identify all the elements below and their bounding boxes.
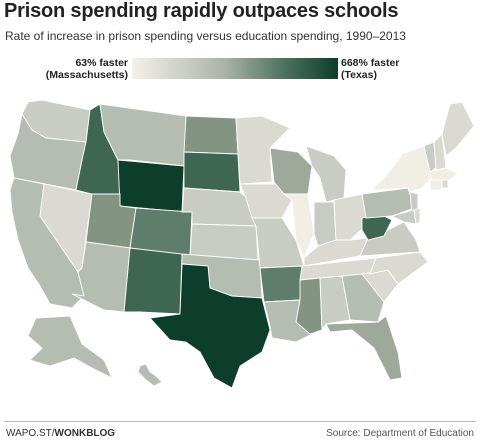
state-minnesota [235, 115, 291, 185]
state-hawaii [137, 363, 163, 387]
state-kansas [189, 223, 259, 261]
state-delaware [413, 207, 421, 225]
state-ohio [333, 193, 369, 241]
state-north-dakota [183, 115, 239, 155]
footer-credit: Source: Department of Education [326, 428, 474, 439]
state-michigan [305, 145, 347, 203]
footer-divider [4, 421, 476, 422]
state-rhode-island [441, 179, 449, 189]
footer-prefix: WAPO.ST/ [6, 428, 55, 439]
state-massachusetts [429, 167, 459, 181]
state-mississippi [295, 277, 323, 335]
state-texas [149, 263, 271, 389]
legend-color-scale [132, 58, 338, 79]
chart-subtitle: Rate of increase in prison spending vers… [5, 29, 406, 43]
state-maine [441, 101, 475, 157]
state-arkansas [259, 265, 303, 303]
state-pennsylvania [361, 187, 415, 219]
state-wyoming [117, 159, 185, 213]
us-choropleth-map [9, 99, 475, 389]
legend-max-label: 668% faster (Texas) [341, 57, 399, 81]
footer-brand: WONKBLOG [54, 428, 116, 439]
legend-min-value: 63% faster [75, 57, 128, 69]
state-indiana [313, 201, 337, 247]
legend-max-state: (Texas) [341, 69, 377, 81]
legend-min-label: 63% faster (Massachusetts) [38, 57, 128, 81]
chart-title: Prison spending rapidly outpaces schools [4, 0, 399, 22]
state-connecticut [429, 179, 443, 191]
legend-max-value: 668% faster [341, 57, 400, 69]
state-georgia [341, 273, 385, 323]
legend-min-state: (Massachusetts) [45, 69, 128, 81]
state-south-dakota [183, 151, 241, 193]
state-north-carolina [369, 251, 429, 285]
state-new-york [370, 145, 433, 193]
state-alaska [27, 315, 113, 379]
state-alabama [319, 275, 351, 332]
state-new-mexico [123, 247, 183, 315]
footer-source-brand: WAPO.ST/WONKBLOG [6, 428, 115, 439]
state-florida [325, 315, 403, 381]
